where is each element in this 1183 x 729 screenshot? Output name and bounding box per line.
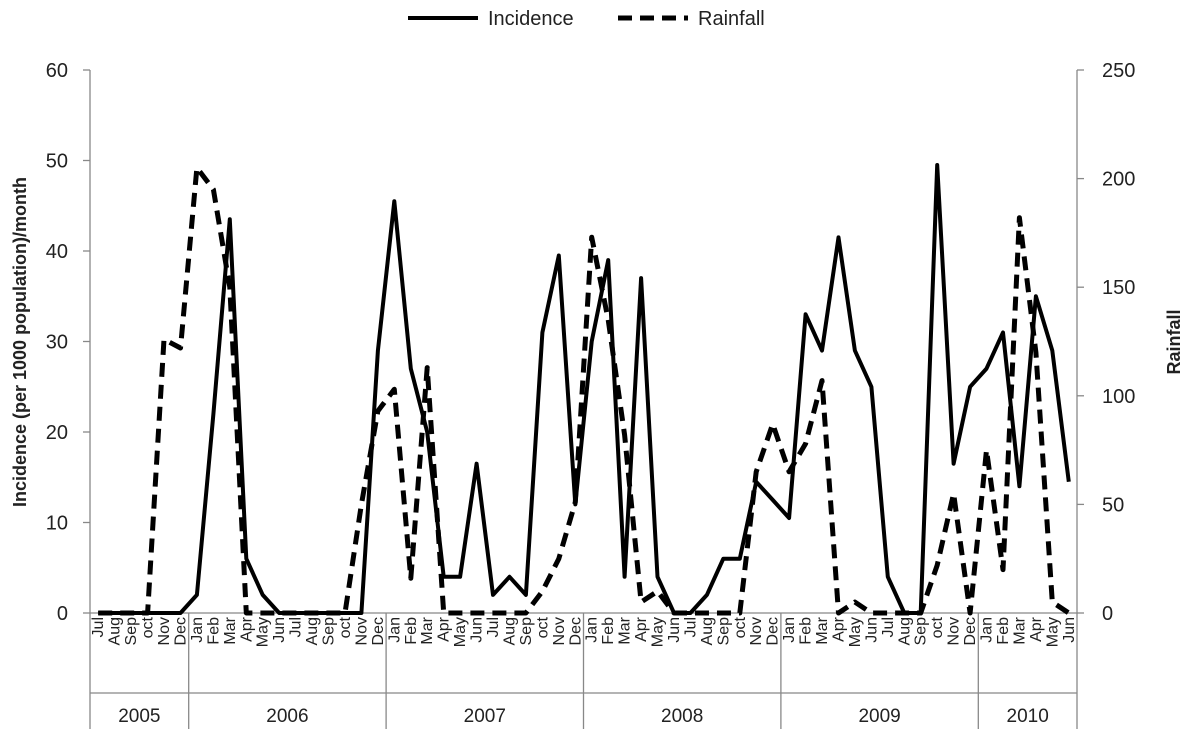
month-label: Jul [880, 617, 897, 637]
legend-label-rainfall: Rainfall [698, 8, 765, 30]
month-label: Jul [682, 617, 699, 637]
month-label: Apr [1028, 616, 1045, 642]
month-label: Dec [370, 617, 387, 645]
month-label: Dec [172, 617, 189, 645]
month-label: Jun [863, 617, 880, 643]
right-tick-label: 100 [1102, 386, 1135, 408]
month-label: Dec [962, 617, 979, 645]
month-label: Apr [830, 616, 847, 642]
month-label: oct [337, 616, 354, 638]
left-tick-label: 50 [46, 151, 68, 173]
month-label: Aug [501, 617, 518, 645]
month-label: Feb [995, 617, 1012, 645]
month-label: Aug [304, 617, 321, 645]
left-tick-label: 60 [46, 60, 68, 82]
series-group [98, 163, 1071, 616]
right-tick-label: 50 [1102, 494, 1124, 516]
month-label: Feb [600, 617, 617, 645]
year-label: 2010 [1007, 706, 1049, 727]
right-tick-label: 0 [1102, 603, 1113, 625]
month-label: oct [534, 616, 551, 638]
month-label: Nov [748, 617, 765, 645]
month-label: Jun [666, 617, 683, 643]
month-label: May [452, 617, 469, 647]
month-label: Jun [1061, 617, 1078, 643]
month-label: Mar [419, 616, 436, 644]
month-label: oct [929, 616, 946, 638]
month-label: Nov [353, 617, 370, 645]
month-label: Feb [403, 617, 420, 645]
month-label: Jan [781, 617, 798, 643]
month-label: Dec [765, 617, 782, 645]
left-tick-label: 0 [57, 603, 68, 625]
month-label: Mar [814, 616, 831, 644]
month-label: Sep [123, 617, 140, 646]
right-tick-label: 150 [1102, 277, 1135, 299]
month-label: Aug [107, 617, 124, 645]
month-label: Apr [436, 616, 453, 642]
month-label: Jun [271, 617, 288, 643]
month-label: May [847, 617, 864, 647]
left-tick-label: 40 [46, 241, 68, 263]
month-label: Jun [469, 617, 486, 643]
month-label: Apr [238, 616, 255, 642]
year-label: 2008 [661, 706, 703, 727]
year-label: 2005 [118, 706, 160, 727]
month-label: Feb [205, 617, 222, 645]
month-label: Jan [584, 617, 601, 643]
series-line-rainfall [98, 165, 1071, 616]
month-label: Sep [518, 617, 535, 646]
year-label: 2007 [464, 706, 506, 727]
right-tick-label: 250 [1102, 60, 1135, 82]
left-tick-label: 20 [46, 422, 68, 444]
month-label: Jan [979, 617, 996, 643]
legend: Incidence Rainfall [408, 8, 765, 30]
month-label: May [650, 617, 667, 647]
month-label: Nov [946, 617, 963, 645]
month-label: Jul [288, 617, 305, 637]
month-label: May [255, 617, 272, 647]
month-label: Sep [913, 617, 930, 646]
month-label: Dec [567, 617, 584, 645]
month-label: Jan [189, 617, 206, 643]
month-label: Mar [1011, 616, 1028, 644]
month-label: Nov [156, 617, 173, 645]
month-label: Mar [617, 616, 634, 644]
left-tick-label: 10 [46, 513, 68, 535]
month-label: May [1044, 617, 1061, 647]
month-label: Aug [699, 617, 716, 645]
legend-label-incidence: Incidence [488, 8, 574, 30]
month-label: Sep [321, 617, 338, 646]
month-label: Jul [485, 617, 502, 637]
month-label: Jul [90, 617, 107, 637]
year-label: 2009 [858, 706, 900, 727]
left-tick-label: 30 [46, 332, 68, 354]
left-axis-title: Incidence (per 1000 population)/month [10, 177, 30, 507]
right-tick-label: 200 [1102, 169, 1135, 191]
month-label: Nov [551, 617, 568, 645]
month-label: Apr [633, 616, 650, 642]
right-axis-title: Rainfall [1164, 309, 1183, 374]
axes: 0 10 20 30 40 50 60 0 50 100 150 200 250 Incidence (p… [10, 60, 1183, 729]
month-label: Feb [798, 617, 815, 645]
year-label: 2006 [266, 706, 308, 727]
month-label: Mar [222, 616, 239, 644]
month-label: oct [140, 616, 157, 638]
month-label: Aug [896, 617, 913, 645]
month-label: Sep [715, 617, 732, 646]
month-label: Jan [386, 617, 403, 643]
month-label: oct [732, 616, 749, 638]
